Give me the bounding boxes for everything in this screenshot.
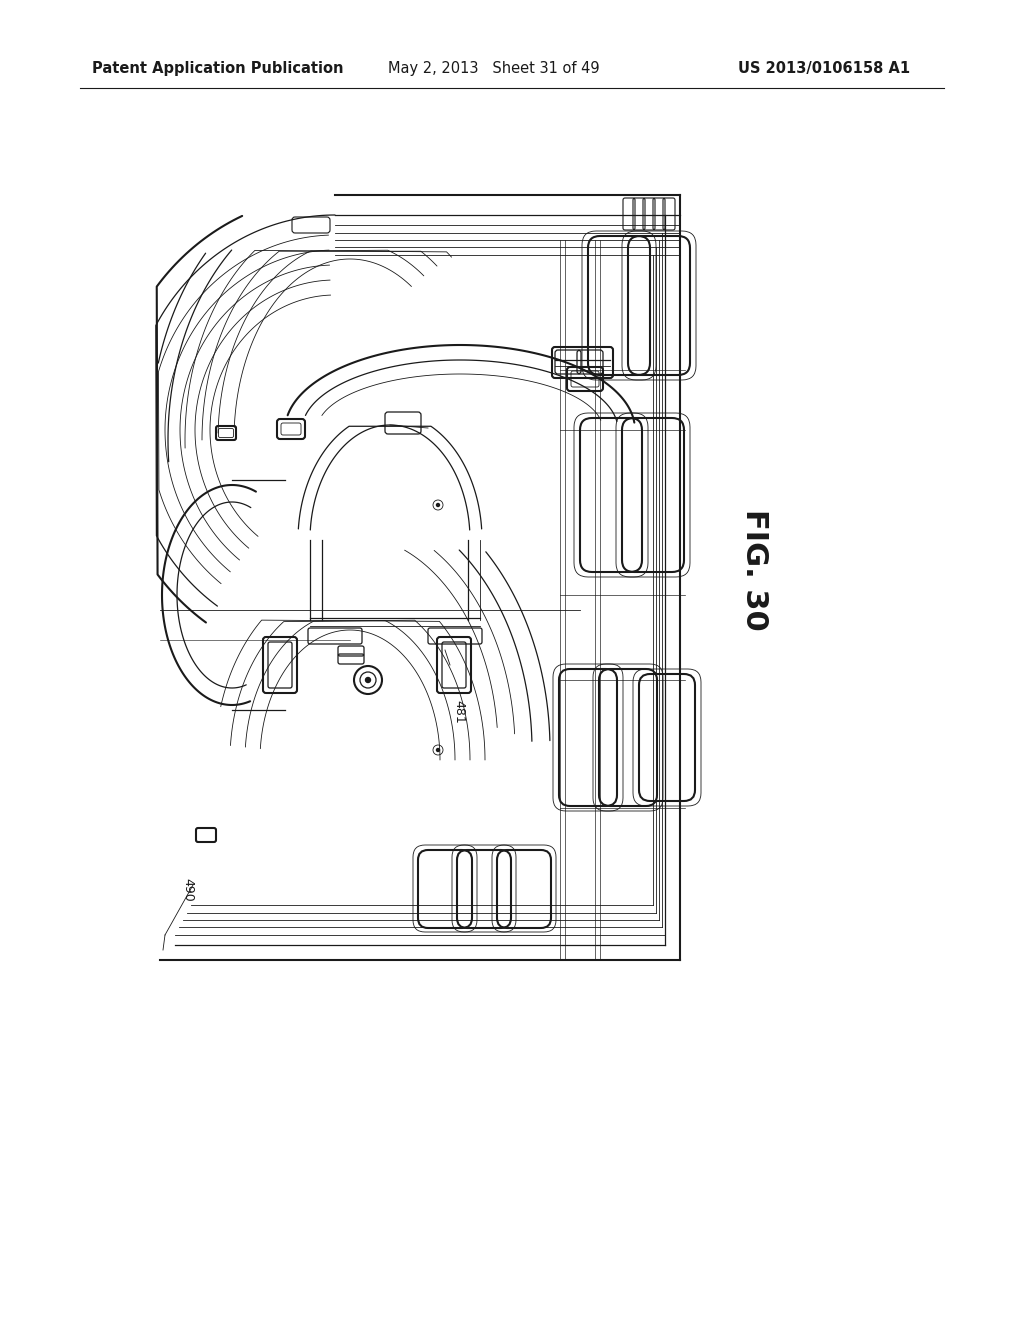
- Text: US 2013/0106158 A1: US 2013/0106158 A1: [738, 61, 910, 75]
- Text: 490: 490: [181, 878, 194, 902]
- Circle shape: [366, 677, 371, 682]
- Text: May 2, 2013   Sheet 31 of 49: May 2, 2013 Sheet 31 of 49: [388, 61, 600, 75]
- Circle shape: [436, 748, 439, 751]
- Text: 481: 481: [452, 700, 465, 723]
- Text: FIG. 30: FIG. 30: [740, 510, 769, 631]
- Circle shape: [436, 503, 439, 507]
- Text: Patent Application Publication: Patent Application Publication: [92, 61, 343, 75]
